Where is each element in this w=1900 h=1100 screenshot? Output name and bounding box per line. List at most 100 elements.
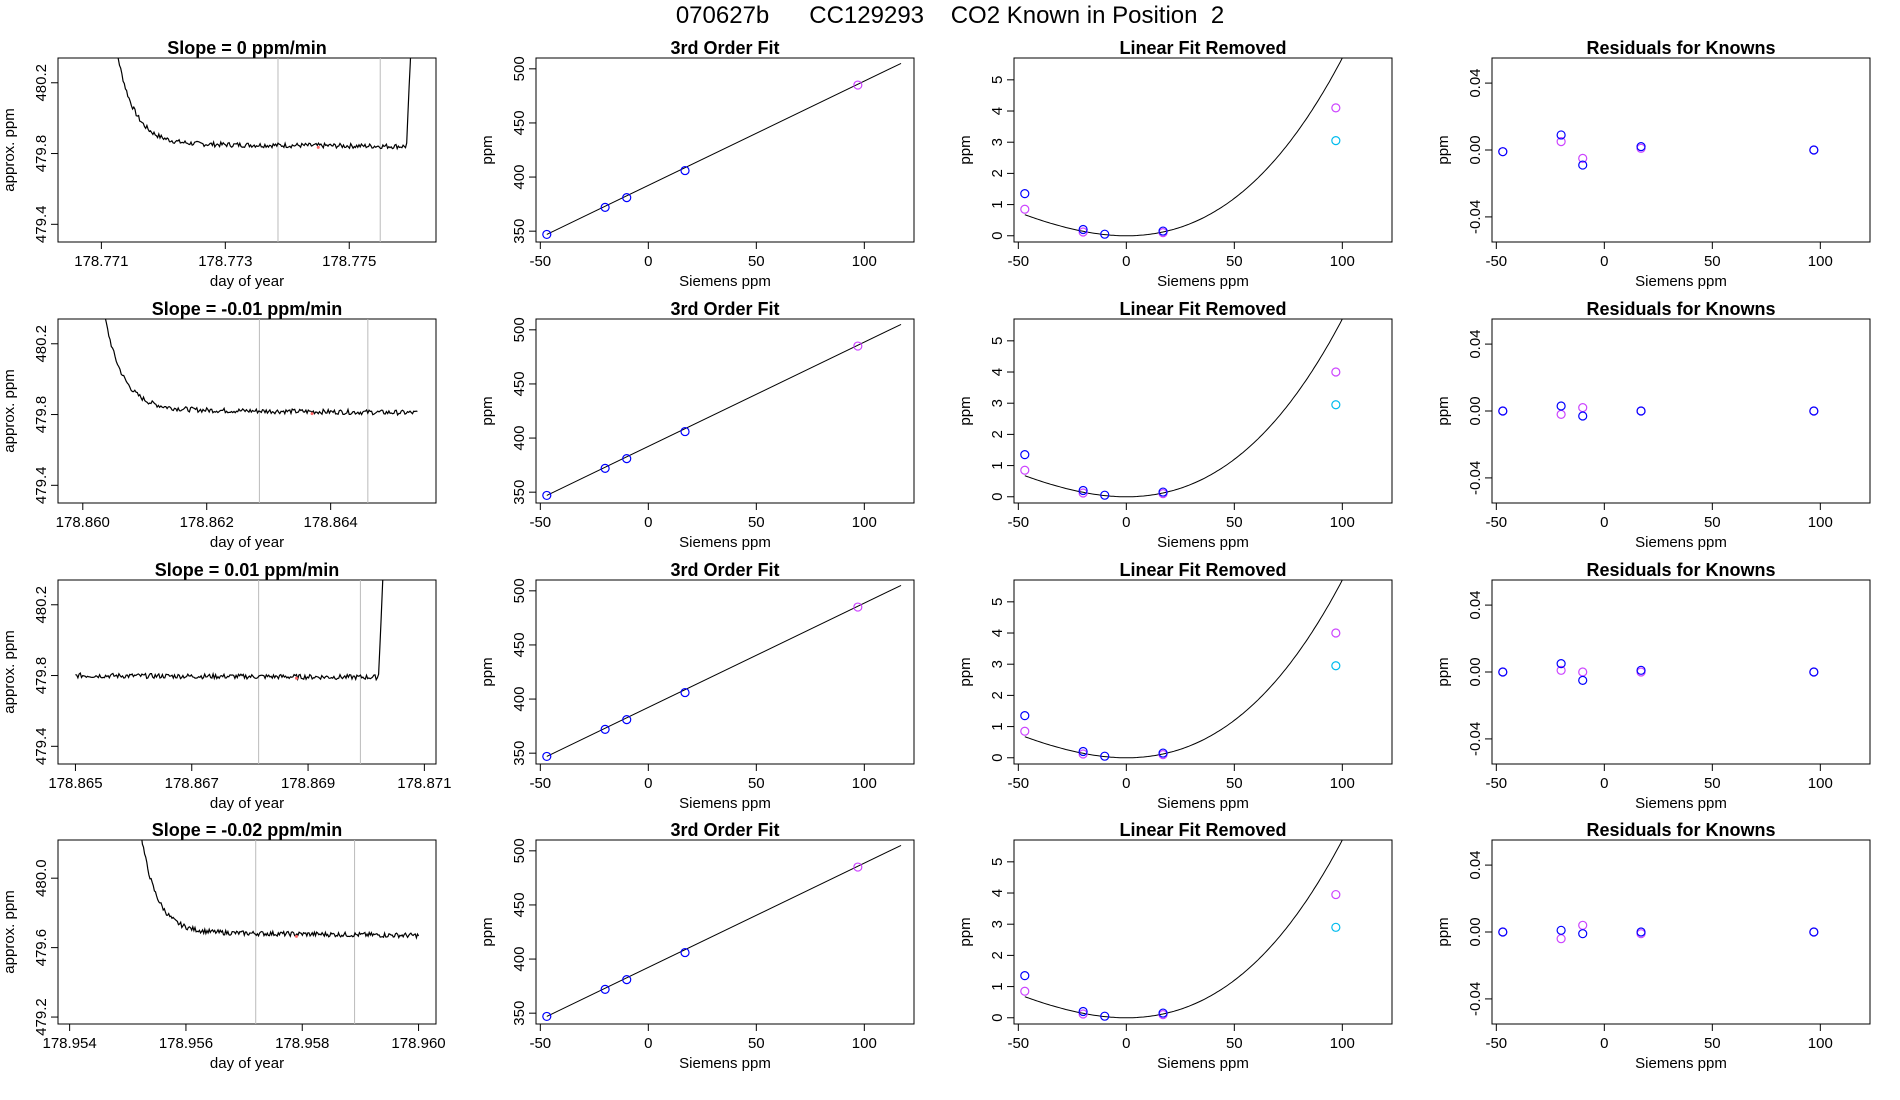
data-point-a — [1158, 1008, 1168, 1018]
y-tick-label: 2 — [989, 691, 1006, 699]
data-point-a — [1556, 130, 1566, 140]
x-tick-label: 50 — [748, 775, 765, 792]
x-tick-label: 0 — [644, 775, 652, 792]
y-tick-label: 0.00 — [1467, 396, 1484, 425]
data-point-b — [853, 341, 863, 351]
data-point-a — [1078, 224, 1088, 235]
x-axis-label: Siemens ppm — [1635, 534, 1727, 551]
x-tick-label: 178.864 — [304, 514, 358, 531]
data-point-b — [1020, 204, 1030, 214]
plot-area — [1020, 580, 1343, 761]
x-tick-label: 100 — [1808, 514, 1833, 531]
plot-area — [542, 584, 902, 762]
data-point-a — [600, 463, 610, 473]
data-point-b — [1078, 749, 1088, 759]
y-tick-label: 4 — [989, 368, 1006, 376]
data-point-a — [1158, 226, 1168, 236]
plot-frame — [57, 318, 437, 504]
x-tick-label: 50 — [748, 514, 765, 531]
y-tick-label: 500 — [511, 578, 528, 603]
plot-frame — [535, 579, 915, 765]
panel-fit-3: 3rd Order Fit Siemens ppm ppm -50 0 50 100 350 4… — [479, 820, 915, 1072]
plot-frame — [57, 579, 437, 765]
x-tick-label: 178.773 — [198, 253, 252, 270]
y-tick-label: 350 — [511, 1001, 528, 1026]
y-tick-label: 3 — [989, 660, 1006, 668]
panel-title: Residuals for Knowns — [1586, 560, 1775, 580]
fit-line — [546, 844, 902, 1017]
y-tick-label: 350 — [511, 741, 528, 766]
x-tick-label: 178.867 — [165, 775, 219, 792]
y-tick-label: 0.04 — [1467, 329, 1484, 358]
data-point-a — [1100, 229, 1110, 239]
data-point-a — [1809, 927, 1819, 937]
panel-resid-0: Residuals for Knowns Siemens ppm ppm -50 0 50… — [1435, 38, 1871, 290]
data-point-b — [1578, 667, 1588, 677]
mean-marker — [294, 676, 298, 680]
plot-frame — [57, 839, 437, 1025]
y-axis-label: ppm — [1435, 657, 1452, 686]
panel-title: Slope = -0.02 ppm/min — [152, 820, 343, 840]
panel-title: Slope = 0.01 ppm/min — [155, 560, 340, 580]
y-axis-label: ppm — [957, 135, 974, 164]
plot-area — [1498, 920, 1819, 944]
plot-area — [542, 62, 902, 240]
data-point-b — [1578, 403, 1588, 413]
y-tick-label: 479.2 — [33, 998, 50, 1036]
x-tick-label: 0 — [1600, 775, 1608, 792]
data-trace — [141, 840, 420, 940]
plot-frame — [1491, 579, 1871, 765]
x-tick-label: 100 — [1330, 253, 1355, 270]
plot-frame — [1013, 579, 1393, 765]
plot-frame — [535, 57, 915, 243]
data-point-a — [1498, 406, 1508, 416]
x-tick-label: 100 — [1330, 1035, 1355, 1052]
y-axis-label: ppm — [479, 135, 496, 164]
x-tick-label: 0 — [644, 253, 652, 270]
y-tick-label: 500 — [511, 838, 528, 863]
y-tick-label: 500 — [511, 56, 528, 81]
x-tick-label: 50 — [1226, 775, 1243, 792]
data-point-b — [1020, 726, 1030, 736]
data-point-b — [1078, 1009, 1088, 1019]
x-axis-label: Siemens ppm — [679, 534, 771, 551]
x-tick-label: 50 — [1704, 1035, 1721, 1052]
fit-line — [546, 62, 902, 235]
data-point-a — [542, 1011, 552, 1022]
y-tick-label: 479.4 — [33, 206, 50, 244]
data-point-a — [542, 751, 552, 762]
plot-frame — [1491, 57, 1871, 243]
plot-frame — [1491, 839, 1871, 1025]
y-tick-label: -0.04 — [1467, 982, 1484, 1016]
data-point-a — [1078, 746, 1088, 757]
data-point-b — [1556, 934, 1566, 944]
fit-curve — [1024, 58, 1343, 237]
x-tick-label: 178.958 — [275, 1035, 329, 1052]
y-tick-label: 400 — [511, 426, 528, 451]
data-point-a — [1498, 927, 1508, 937]
mean-marker — [316, 145, 320, 149]
y-tick-label: 480.2 — [33, 586, 50, 624]
data-point-a — [1100, 490, 1110, 500]
y-tick-label: 4 — [989, 629, 1006, 637]
panel-title: 3rd Order Fit — [670, 299, 779, 319]
plot-frame — [57, 57, 437, 243]
x-tick-label: 50 — [1704, 253, 1721, 270]
panel-fit-0: 3rd Order Fit Siemens ppm ppm -50 0 50 100 350 4… — [479, 38, 915, 290]
x-tick-label: 0 — [1122, 253, 1130, 270]
x-axis-label: Siemens ppm — [1157, 534, 1249, 551]
y-tick-label: 479.4 — [33, 728, 50, 766]
data-point-b — [1578, 920, 1588, 930]
x-tick-label: 100 — [1330, 514, 1355, 531]
panel-fit-2: 3rd Order Fit Siemens ppm ppm -50 0 50 100 350 4… — [479, 560, 915, 812]
plot-area — [542, 323, 902, 501]
panel-trace-2: Slope = 0.01 ppm/min day of year approx. p… — [1, 560, 451, 812]
data-point-a — [1636, 142, 1646, 152]
panel-trace-1: Slope = -0.01 ppm/min day of year approx. … — [1, 299, 437, 551]
data-point-a — [1020, 189, 1030, 199]
y-tick-label: 480.2 — [33, 64, 50, 102]
x-tick-label: 0 — [1122, 775, 1130, 792]
x-tick-label: 50 — [748, 253, 765, 270]
